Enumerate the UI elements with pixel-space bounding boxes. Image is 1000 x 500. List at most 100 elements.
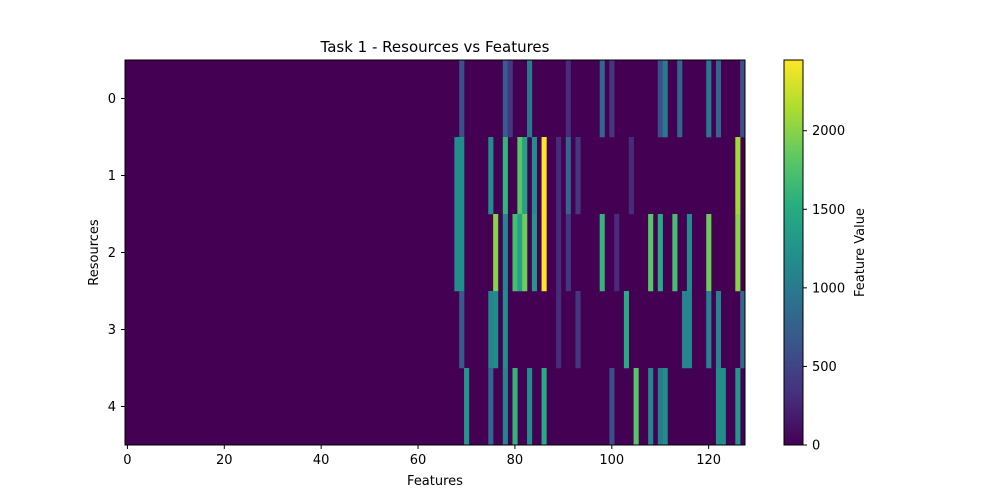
heatmap-cell — [565, 137, 571, 215]
heatmap-cell — [488, 137, 494, 215]
x-tick-label: 120 — [696, 453, 721, 468]
heatmap-cell — [672, 214, 678, 292]
colorbar-tick-label: 500 — [812, 360, 837, 375]
heatmap-cell — [715, 368, 722, 446]
heatmap-cell — [522, 214, 528, 292]
heatmap-cell — [628, 137, 634, 215]
heatmap-cell — [522, 137, 528, 215]
heatmap-cell — [512, 368, 518, 446]
x-tick-label: 60 — [410, 453, 427, 468]
heatmap-cell — [527, 60, 533, 138]
heatmap-cell — [648, 368, 654, 446]
plot-background — [125, 60, 745, 445]
heatmap-cell — [682, 291, 688, 369]
heatmap-cell — [541, 137, 547, 215]
colorbar: 0 500 1000 1500 2000 — [783, 59, 845, 454]
heatmap-cell — [740, 60, 746, 138]
heatmap-cell — [720, 368, 726, 446]
heatmap-cell — [459, 137, 465, 215]
heatmap-cell — [662, 60, 668, 138]
colorbar-tick-label: 1500 — [812, 203, 845, 218]
heatmap-cells — [454, 60, 746, 446]
heatmap-cell — [662, 368, 668, 446]
y-tick-label: 4 — [108, 400, 116, 415]
heatmap-cell — [623, 291, 629, 369]
heatmap-cell — [493, 214, 499, 292]
x-tick-label: 80 — [507, 453, 524, 468]
heatmap-cell — [531, 214, 537, 292]
colorbar-ticks: 0 500 1000 1500 2000 — [803, 124, 845, 454]
heatmap-cell — [464, 368, 470, 446]
y-tick-label: 2 — [108, 246, 116, 261]
heatmap-cell — [599, 60, 605, 138]
y-tick-label: 1 — [108, 169, 116, 184]
heatmap-cell — [657, 60, 663, 138]
heatmap-cell — [527, 368, 533, 446]
heatmap-cell — [565, 214, 571, 292]
plot-area — [124, 59, 746, 446]
heatmap-cell — [517, 214, 523, 292]
heatmap-cell — [502, 214, 508, 292]
heatmap-cell — [648, 214, 654, 292]
heatmap-cell — [657, 214, 663, 292]
heatmap-cell — [454, 137, 460, 215]
heatmap-cell — [706, 214, 712, 292]
heatmap-cell — [459, 60, 465, 138]
heatmap-cell — [502, 137, 508, 215]
heatmap-cell — [531, 137, 537, 215]
heatmap-cell — [633, 368, 639, 446]
heatmap-cell — [735, 214, 741, 292]
heatmap-cell — [454, 214, 460, 292]
heatmap-cell — [686, 291, 692, 369]
heatmap-cell — [541, 214, 547, 292]
heatmap-cell — [706, 60, 712, 138]
heatmap-cell — [493, 291, 499, 369]
heatmap-cell — [735, 368, 741, 446]
heatmap-cell — [502, 368, 508, 446]
heatmap-cell — [556, 137, 562, 215]
colorbar-label: Feature Value — [853, 208, 868, 297]
x-tick-label: 100 — [599, 453, 624, 468]
heatmap-cell — [556, 214, 562, 292]
heatmap-cell — [686, 214, 692, 292]
heatmap-cell — [512, 214, 518, 292]
heatmap-cell — [715, 291, 722, 369]
heatmap-cell — [502, 60, 508, 138]
y-axis-label: Resources — [87, 219, 102, 286]
y-axis: 0 1 2 3 4 — [108, 92, 125, 415]
x-axis: 0 20 40 60 80 100 120 — [123, 445, 721, 468]
x-tick-label: 20 — [216, 453, 233, 468]
colorbar-tick-label: 2000 — [812, 124, 845, 139]
heatmap-cell — [609, 60, 615, 138]
colorbar-tick-label: 0 — [812, 439, 820, 454]
heatmap-cell — [488, 368, 494, 446]
y-tick-label: 0 — [108, 92, 116, 107]
heatmap-cell — [599, 214, 605, 292]
heatmap-cell — [575, 137, 581, 215]
heatmap-cell — [735, 137, 741, 215]
y-tick-label: 3 — [108, 323, 116, 338]
heatmap-cell — [488, 291, 494, 369]
heatmap-cell — [459, 214, 465, 292]
heatmap-cell — [556, 291, 562, 369]
heatmap-cell — [609, 368, 615, 446]
heatmap-cell — [706, 291, 712, 369]
heatmap-cell — [677, 60, 683, 138]
x-axis-label: Features — [407, 474, 463, 489]
heatmap-cell — [565, 60, 571, 138]
x-tick-label: 0 — [123, 453, 131, 468]
colorbar-gradient — [783, 59, 804, 446]
heatmap-cell — [657, 368, 663, 446]
chart-title: Task 1 - Resources vs Features — [320, 38, 550, 56]
heatmap-cell — [459, 291, 465, 369]
heatmap-cell — [715, 60, 722, 138]
heatmap-cell — [507, 60, 513, 138]
heatmap-cell — [614, 214, 620, 292]
heatmap-cell — [740, 291, 746, 369]
heatmap-cell — [541, 368, 547, 446]
heatmap-cell — [575, 291, 581, 369]
x-tick-label: 40 — [313, 453, 330, 468]
heatmap-cell — [517, 137, 523, 215]
heatmap-cell — [502, 291, 508, 369]
